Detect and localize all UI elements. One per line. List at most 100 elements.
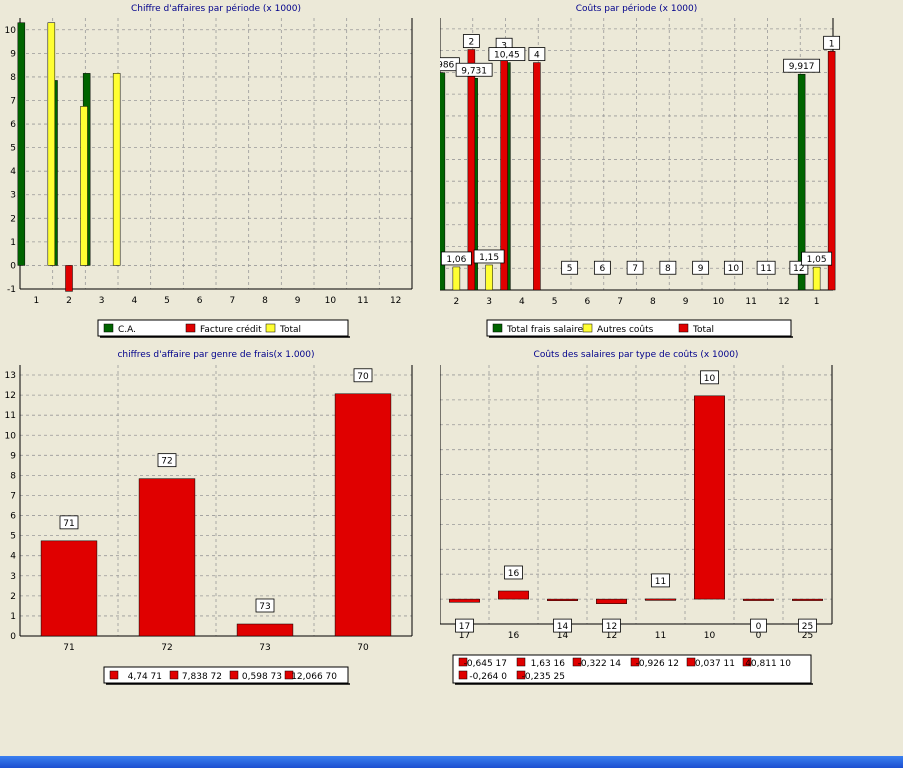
y-tick-label: 1: [10, 612, 16, 622]
y-tick-label: 2: [10, 592, 16, 602]
data-label-box: [756, 260, 776, 275]
x-tick-label: 3: [99, 296, 105, 306]
x-tick-label: 11: [745, 297, 756, 307]
data-label-box: [593, 260, 611, 275]
x-tick-label: 8: [650, 297, 656, 307]
y-tick-label: 4: [10, 167, 16, 177]
data-label: 9,731: [461, 66, 487, 76]
legend-swatch: [169, 670, 179, 680]
legend-box: [97, 319, 349, 337]
legend-label: 0,598 73: [242, 672, 282, 682]
chart-ca-par-periode: Chiffre d'affaires par période (x 1000) -…: [0, 0, 440, 345]
chart-title: Chiffre d'affaires par période (x 1000): [131, 3, 301, 14]
y-tick-label: 7: [10, 491, 16, 501]
data-label: 4: [534, 51, 540, 61]
legend-label: 1,63 16: [531, 659, 566, 669]
data-label: 12: [606, 622, 617, 632]
x-tick-label: 10: [713, 297, 725, 307]
data-label-box: [59, 515, 79, 530]
data-label: 12: [793, 264, 804, 274]
y-tick-label: 13: [5, 371, 16, 381]
y-tick-label: 0: [10, 632, 16, 642]
legend-label: Total: [279, 325, 301, 335]
legend-label: C.A.: [118, 325, 136, 335]
legend-label: Total: [692, 325, 714, 335]
chart-title: Coûts par période (x 1000): [576, 3, 698, 14]
legend-swatch: [284, 670, 294, 680]
x-tick-label: 73: [259, 643, 270, 653]
data-label-box: [255, 598, 275, 613]
data-label-box: [488, 47, 526, 62]
legend-swatch: [109, 670, 119, 680]
data-label-box: [823, 35, 841, 50]
data-label: 1,15: [479, 253, 499, 263]
legend-swatch: [458, 670, 468, 680]
legend-swatch: [265, 323, 276, 333]
y-tick-label: 5: [10, 144, 16, 154]
bar: [467, 49, 476, 291]
bar: [334, 393, 392, 637]
data-label: 7: [632, 264, 638, 274]
data-label: 72: [161, 457, 172, 467]
data-label-box: [504, 565, 523, 580]
data-label: 1,05: [807, 255, 827, 265]
data-label-box: [473, 249, 505, 264]
data-label-box: [750, 618, 767, 633]
legend-label: Autres coûts: [597, 325, 654, 335]
bar: [40, 540, 98, 637]
data-label: 10: [704, 374, 716, 384]
legend-swatch: [572, 657, 582, 667]
legend-label: 12,066 70: [291, 672, 337, 682]
legend-box: [486, 319, 792, 337]
data-label: 11: [760, 264, 771, 274]
bar: [533, 62, 541, 291]
legend-swatch: [229, 670, 239, 680]
data-label: 10,45: [494, 51, 520, 61]
x-tick-label: 12: [606, 631, 617, 641]
y-tick-label: 8: [10, 73, 16, 83]
x-tick-label: 3: [486, 297, 492, 307]
bar: [138, 478, 196, 637]
legend-label: 7,838 72: [182, 672, 222, 682]
x-tick-label: 16: [508, 631, 520, 641]
x-tick-label: 1: [814, 297, 820, 307]
bar: [547, 598, 578, 601]
y-tick-label: 10: [5, 26, 17, 36]
bar: [812, 266, 821, 291]
y-tick-label: 1: [10, 238, 16, 248]
x-tick-label: 25: [802, 631, 813, 641]
legend-swatch: [678, 323, 689, 333]
chart-ca-par-genre: chiffres d'affaire par genre de frais(x …: [0, 345, 440, 690]
y-tick-label: 6: [10, 512, 16, 522]
data-label-box: [783, 58, 821, 73]
data-label: 8: [665, 264, 671, 274]
x-tick-label: 1: [33, 296, 39, 306]
legend-label: -0,264 0: [469, 672, 507, 682]
data-label-box: [659, 260, 677, 275]
x-tick-label: 2: [66, 296, 72, 306]
y-tick-label: 8: [10, 471, 16, 481]
y-tick-label: 2: [10, 214, 16, 224]
x-tick-label: 12: [778, 297, 789, 307]
data-label-box: [626, 260, 644, 275]
data-label: 5: [567, 264, 573, 274]
data-label-box: [440, 251, 472, 266]
data-label: 6: [600, 264, 606, 274]
x-tick-label: 4: [131, 296, 137, 306]
data-label-box: [651, 573, 670, 588]
x-tick-label: 7: [617, 297, 623, 307]
x-tick-label: 5: [552, 297, 558, 307]
x-tick-label: 12: [390, 296, 401, 306]
x-tick-label: 5: [164, 296, 170, 306]
x-tick-label: 2: [454, 297, 460, 307]
chart-title: Coûts des salaires par type de coûts (x …: [534, 350, 739, 360]
data-label: 0: [756, 622, 762, 632]
y-tick-label: 12: [5, 391, 16, 401]
data-label-box: [723, 260, 743, 275]
bar: [694, 395, 725, 600]
data-label-box: [561, 260, 579, 275]
bar: [65, 265, 73, 292]
bar: [743, 598, 774, 601]
data-label-box: [553, 618, 572, 633]
y-tick-label: 0: [10, 261, 16, 271]
